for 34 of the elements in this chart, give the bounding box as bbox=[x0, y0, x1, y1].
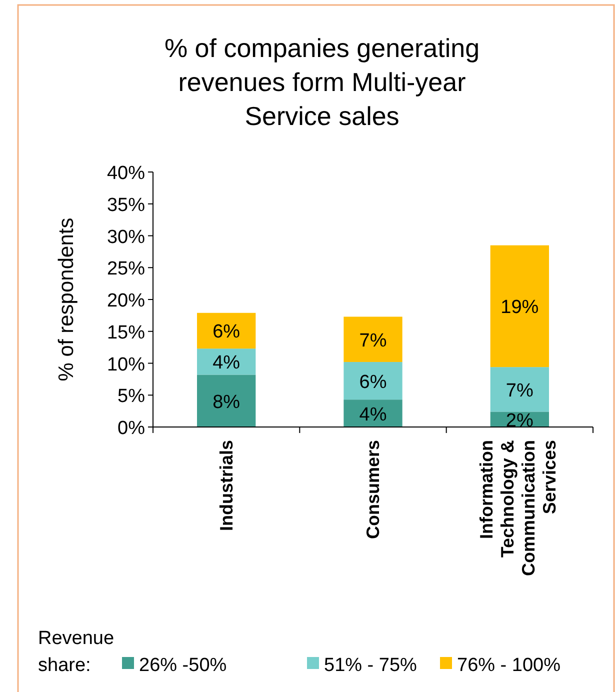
y-tick-label: 40% bbox=[106, 163, 146, 184]
bar bbox=[344, 400, 402, 427]
legend-label: 26% -50% bbox=[139, 655, 227, 676]
x-tick-label: Industrials bbox=[216, 440, 236, 532]
x-tick-label: Consumers bbox=[363, 440, 383, 540]
bar bbox=[197, 312, 256, 349]
data-label: 8% bbox=[212, 392, 240, 413]
data-label: 4% bbox=[359, 404, 387, 426]
data-label: 7% bbox=[359, 330, 387, 352]
bar bbox=[490, 245, 549, 368]
bar bbox=[490, 367, 549, 412]
data-label: 2% bbox=[506, 410, 534, 432]
y-tick-label: 25% bbox=[106, 258, 146, 280]
legend-title: Revenue share: bbox=[38, 628, 114, 676]
data-label: 4% bbox=[212, 352, 240, 374]
data-label: 19% bbox=[500, 297, 539, 318]
x-tick-label: Information Technology & Communication Services bbox=[476, 440, 560, 576]
y-tick-label: 30% bbox=[106, 226, 146, 248]
y-tick-label: 0% bbox=[118, 418, 146, 439]
y-tick-label: 20% bbox=[106, 290, 146, 312]
data-label: 7% bbox=[506, 380, 534, 402]
y-tick-label: 5% bbox=[118, 386, 146, 408]
data-label: 6% bbox=[359, 372, 387, 393]
y-tick-label: 15% bbox=[106, 322, 146, 344]
legend-label: 51% - 75% bbox=[324, 655, 418, 676]
bar bbox=[197, 374, 256, 427]
bar bbox=[344, 316, 402, 362]
y-axis-title: % of respondents bbox=[55, 218, 78, 382]
bar bbox=[344, 362, 402, 400]
data-label: 6% bbox=[212, 322, 240, 343]
y-tick-label: 10% bbox=[106, 354, 146, 376]
chart-title: % of companies generating revenues form Multi-year Service sales bbox=[164, 33, 480, 131]
legend-label: 76% - 100% bbox=[457, 655, 561, 676]
y-tick-label: 35% bbox=[106, 194, 146, 216]
